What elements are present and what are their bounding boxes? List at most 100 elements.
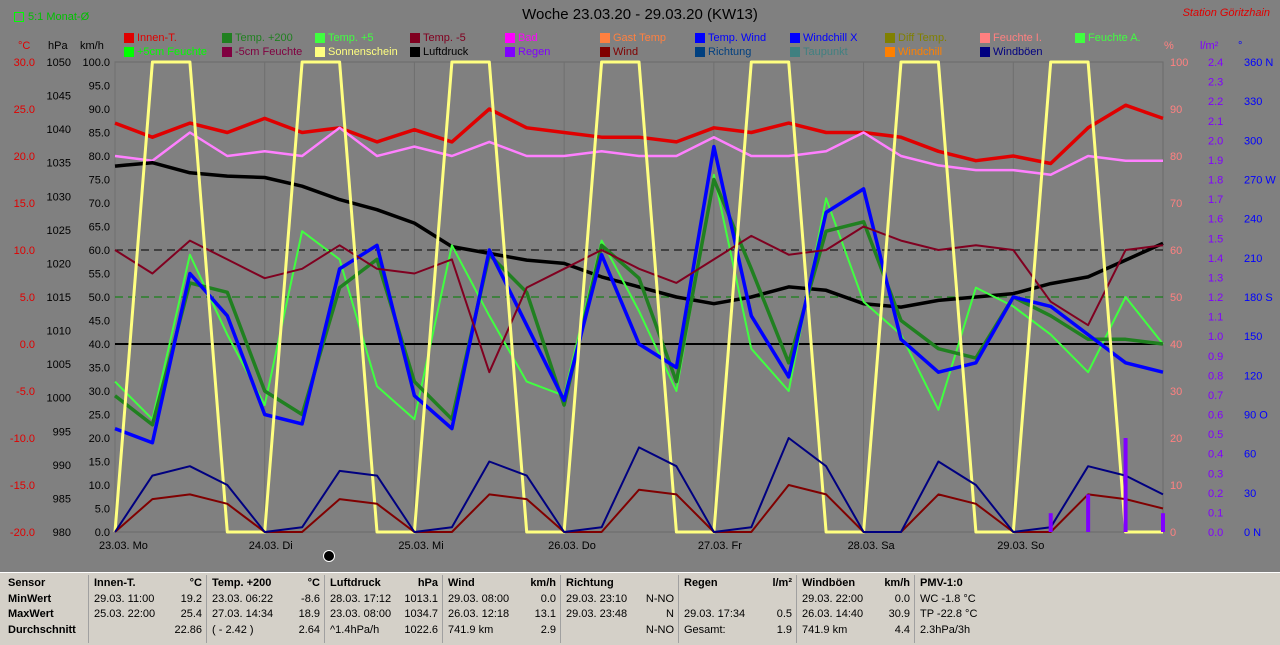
legend-item: Temp. +200 <box>222 32 293 44</box>
legend-swatch <box>790 47 800 57</box>
stats-cell-value: 4.4 <box>894 623 910 636</box>
rain-tick-label: 1.4 <box>1208 253 1223 265</box>
stats-cell-label <box>566 624 646 640</box>
day-label: 25.03. Mi <box>398 540 444 552</box>
pressure-tick-label: 1050 <box>47 57 71 69</box>
pressure-tick-label: 1025 <box>47 225 71 237</box>
stats-cell-value: N <box>666 608 674 620</box>
rain-tick-label: 1.8 <box>1208 175 1223 187</box>
stats-cell-value: 1.9 <box>776 623 792 636</box>
rain-bar <box>1048 513 1053 532</box>
rain-tick-label: 2.4 <box>1208 57 1223 69</box>
temp-tick-label: 0.0 <box>20 339 35 351</box>
legend-item: Gast Temp <box>600 32 666 44</box>
pressure-tick-label: 1005 <box>47 359 71 371</box>
weather-chart: 30.0 25.0 20.0 15.0 10.0 5.0 0.0 -5.0 -10.0 -15.0… <box>10 57 1276 539</box>
legend-swatch <box>600 47 610 57</box>
direction-tick-label: 270 W <box>1244 175 1276 187</box>
rain-tick-label: 0.6 <box>1208 410 1223 422</box>
stats-cell-value: 25.4 <box>180 608 202 620</box>
direction-tick-label: 30 <box>1244 488 1256 500</box>
pressure-tick-label: 995 <box>53 426 71 438</box>
stats-unit: km/h <box>530 577 556 589</box>
temp-tick-label: -20.0 <box>10 527 35 539</box>
legend-item: Regen <box>505 46 550 58</box>
pressure-tick-label: 1010 <box>47 326 71 338</box>
pressure-tick-label: 1035 <box>47 158 71 170</box>
wind-tick-label: 85.0 <box>89 128 110 140</box>
legend-swatch <box>222 47 232 57</box>
temp-tick-label: 25.0 <box>14 104 35 116</box>
humidity-tick-label: 40 <box>1170 339 1182 351</box>
stats-cell-label: 28.03. 17:12 <box>330 592 392 605</box>
rain-bar <box>1161 513 1165 532</box>
rain-tick-label: 0.1 <box>1208 507 1223 519</box>
legend-label: Temp. +5 <box>328 32 374 44</box>
stats-cell-value: 2.9 <box>540 623 556 636</box>
stats-cell-value: 22.86 <box>174 623 202 636</box>
direction-tick-label: 90 O <box>1244 410 1268 422</box>
stats-cell-label: 29.03. 23:10 <box>566 592 628 605</box>
direction-tick-label: 0 N <box>1244 527 1261 539</box>
legend-swatch <box>1075 33 1085 43</box>
temp-tick-label: -15.0 <box>10 480 35 492</box>
stats-cell-value: 13.1 <box>534 608 556 620</box>
legend-label: Luftdruck <box>423 46 469 58</box>
direction-tick-label: 120 <box>1244 370 1262 382</box>
stats-divider <box>442 575 443 643</box>
unit-kmh: km/h <box>80 40 104 52</box>
stats-divider <box>324 575 325 643</box>
legend-swatch <box>124 47 134 57</box>
series-line <box>114 173 1164 421</box>
stats-cell-label: MinWert <box>8 592 52 605</box>
rain-tick-label: 1.3 <box>1208 272 1223 284</box>
stats-header: Sensor <box>8 577 46 589</box>
stats-header: Wind <box>448 577 475 589</box>
legend-item: Taupunkt <box>790 46 848 58</box>
humidity-tick-label: 20 <box>1170 433 1182 445</box>
legend-swatch <box>790 33 800 43</box>
rain-tick-label: 2.0 <box>1208 135 1223 147</box>
legend-label: -5cm Feuchte <box>235 46 303 58</box>
legend-item: Luftdruck <box>410 46 468 58</box>
rain-tick-label: 0.5 <box>1208 429 1223 441</box>
stats-cell-value: 0.0 <box>540 592 556 605</box>
rain-tick-label: 1.7 <box>1208 194 1223 206</box>
legend-swatch <box>505 33 515 43</box>
rain-tick-label: 0.9 <box>1208 351 1223 363</box>
stats-cell-label <box>94 624 174 640</box>
series-line <box>114 225 1164 374</box>
stats-column: Temp. +200 °C 23.03. 06:22 -8.6 27.03. 14:34… <box>212 577 320 639</box>
legend-swatch <box>410 47 420 57</box>
stats-cell-label: 741.9 km <box>448 623 494 636</box>
stats-cell-value: 30.9 <box>888 608 910 620</box>
humidity-tick-label: 90 <box>1170 104 1182 116</box>
stats-divider <box>88 575 89 643</box>
pressure-tick-label: 1000 <box>47 393 71 405</box>
rain-tick-label: 1.0 <box>1208 331 1223 343</box>
direction-tick-label: 300 <box>1244 135 1262 147</box>
legend-swatch <box>222 33 232 43</box>
stats-cell-label: 29.03. 23:48 <box>566 608 628 620</box>
legend-item: Richtung <box>695 46 751 58</box>
legend-item: Temp. +5 <box>315 32 374 44</box>
stats-cell-value: 19.2 <box>180 592 202 605</box>
rain-tick-label: 1.9 <box>1208 155 1223 167</box>
direction-tick-label: 210 <box>1244 253 1262 265</box>
temp-tick-label: -10.0 <box>10 433 35 445</box>
unit-lm2: l/m² <box>1200 40 1219 52</box>
legend-swatch <box>124 33 134 43</box>
stats-unit: °C <box>189 577 202 589</box>
temp-tick-label: 10.0 <box>14 245 35 257</box>
pressure-tick-label: 1045 <box>47 91 71 103</box>
time-marker-icon[interactable] <box>323 550 335 562</box>
stats-cell-label: 26.03. 12:18 <box>448 608 510 620</box>
legend-swatch <box>980 47 990 57</box>
stats-column: Innen-T. °C 29.03. 11:00 19.2 25.03. 22:00 25… <box>94 577 202 639</box>
wind-tick-label: 25.0 <box>89 410 110 422</box>
stats-unit: °C <box>307 577 320 589</box>
wind-tick-label: 70.0 <box>89 198 110 210</box>
humidity-tick-label: 80 <box>1170 151 1182 163</box>
legend-item: Wind <box>600 46 638 58</box>
stats-header: Innen-T. <box>94 577 136 589</box>
